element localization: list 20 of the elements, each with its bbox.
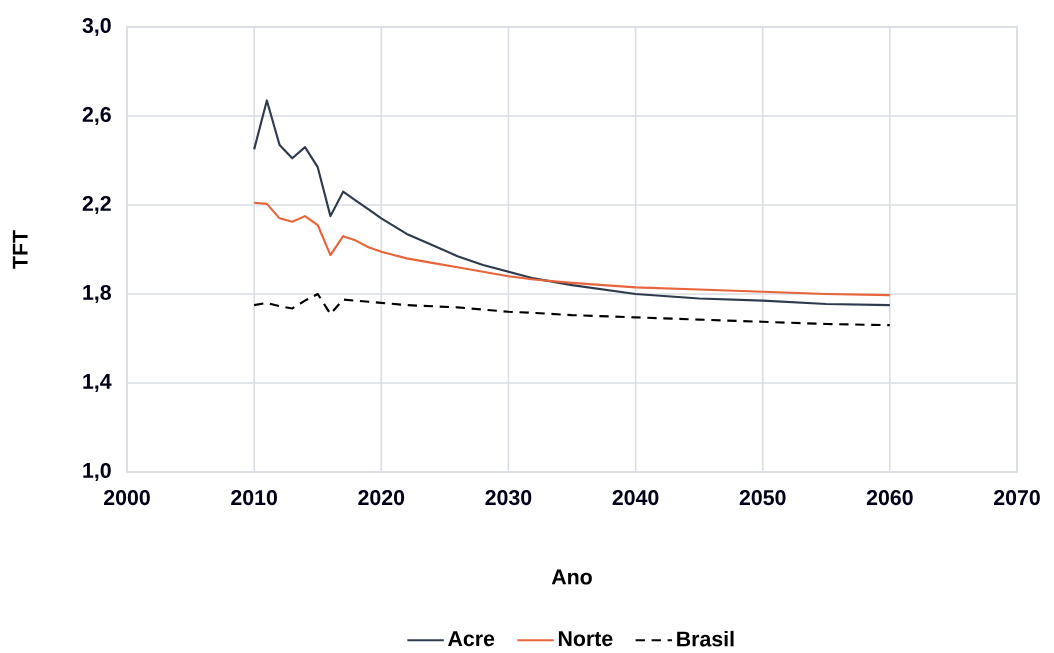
legend-label: Brasil — [677, 630, 734, 647]
x-tick-label: 2050 — [739, 490, 786, 506]
y-tick-label: 1,8 — [83, 284, 111, 304]
x-tick-label: 2000 — [104, 490, 150, 506]
x-tick-label: 2020 — [358, 490, 405, 506]
y-tick-label: 2,2 — [82, 195, 111, 215]
line-series — [253, 201, 891, 297]
x-tick-label: 2060 — [866, 490, 913, 506]
legend-label: Acre — [448, 631, 495, 647]
y-tick-label: 3,0 — [82, 17, 111, 37]
y-axis-title: TFT — [12, 230, 28, 269]
x-tick-label: 2010 — [231, 490, 277, 506]
y-tick-label: 2,6 — [82, 106, 111, 126]
y-tick-label: 1,0 — [83, 462, 111, 482]
y-tick-label: 1,4 — [83, 374, 112, 392]
x-tick-label: 2030 — [485, 490, 532, 506]
x-tick-label: 2070 — [994, 490, 1040, 506]
x-tick-label: 2040 — [612, 490, 659, 506]
legend-label: Norte — [558, 631, 613, 647]
x-axis-title: Ano — [551, 569, 592, 585]
